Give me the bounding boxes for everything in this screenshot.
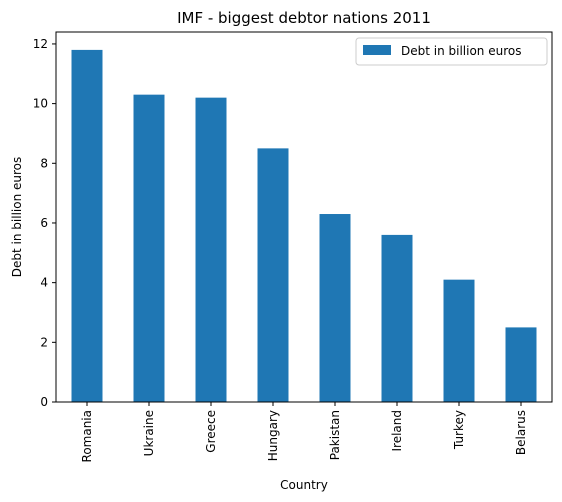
- y-tick-label: 4: [40, 276, 48, 290]
- bar-turkey: [443, 279, 475, 402]
- x-tick-label-pakistan: Pakistan: [328, 410, 342, 460]
- y-tick-label: 2: [40, 335, 48, 349]
- chart-title: IMF - biggest debtor nations 2011: [177, 9, 431, 27]
- bars-group: [71, 49, 537, 403]
- y-tick-label: 6: [40, 216, 48, 230]
- x-tick-label-hungary: Hungary: [266, 410, 280, 461]
- bar-romania: [71, 49, 103, 403]
- x-axis-ticks: Romania Ukraine Greece Hungary Pakistan Irela…: [80, 402, 528, 462]
- bar-belarus: [505, 327, 537, 402]
- x-tick-label-greece: Greece: [204, 410, 218, 453]
- y-tick-label: 10: [33, 97, 48, 111]
- bar-hungary: [257, 148, 289, 402]
- bar-greece: [195, 97, 227, 403]
- x-axis-label: Country: [280, 478, 328, 492]
- legend-box: [355, 37, 548, 66]
- legend: Debt in billion euros: [355, 37, 548, 66]
- x-tick-label-belarus: Belarus: [514, 410, 528, 455]
- x-tick-label-ukraine: Ukraine: [142, 410, 156, 456]
- plot-area: 0 2 4 6 8 10 12 Romania Ukraine Greece Hungary Pak…: [33, 31, 553, 462]
- plot-frame: [55, 31, 553, 403]
- legend-label: Debt in billion euros: [401, 44, 521, 58]
- bar-pakistan: [319, 214, 351, 402]
- bar-ukraine: [133, 94, 165, 402]
- y-tick-label: 8: [40, 156, 48, 170]
- y-axis-ticks: 0 2 4 6 8 10 12: [33, 37, 56, 409]
- x-tick-label-ireland: Ireland: [390, 410, 404, 452]
- legend-swatch: [363, 45, 391, 55]
- bar-ireland: [381, 234, 413, 402]
- y-axis-label: Debt in billion euros: [10, 157, 24, 277]
- y-tick-label: 12: [33, 37, 48, 51]
- x-tick-label-turkey: Turkey: [452, 410, 466, 450]
- y-tick-label: 0: [40, 395, 48, 409]
- x-tick-label-romania: Romania: [80, 410, 94, 462]
